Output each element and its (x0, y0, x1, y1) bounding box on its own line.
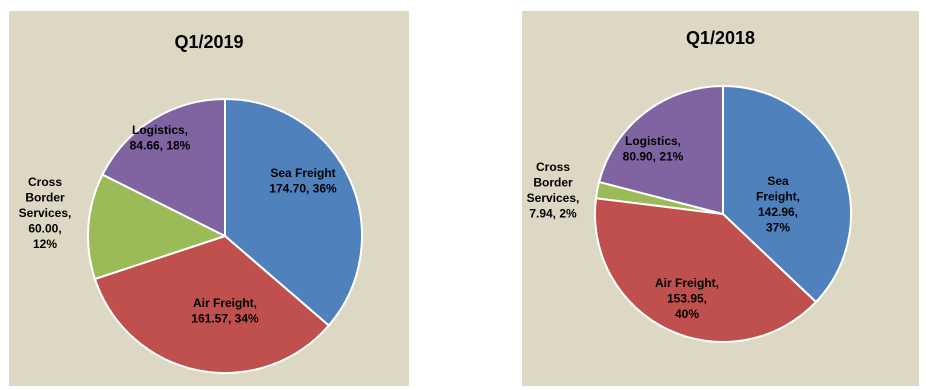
data-label-sea-freight: Sea Freight, 142.96, 37% (756, 174, 800, 235)
chart-panel-q1-2018: Q1/2018 Sea Freight, 142.96, 37% Air Freight… (522, 11, 919, 386)
pie-slice-sea-freight (722, 84, 852, 304)
chart-panel-q1-2019: Q1/2019 Sea Freight 174.70, 36% Air Freigh… (9, 11, 409, 386)
pie-chart-q1-2018: Sea Freight, 142.96, 37% Air Freight, 153.95,… (527, 84, 852, 343)
data-label-air-freight: Air Freight, 153.95, 40% (655, 276, 719, 321)
pie-slice-air-freight (594, 197, 818, 343)
pie-chart-q1-2019: Sea Freight 174.70, 36% Air Freight, 161.57… (19, 97, 363, 374)
pie-slice-logistics (597, 84, 724, 216)
pie-slice-sea-freight (224, 97, 363, 327)
data-label-sea-freight: Sea Freight 174.70, 36% (269, 166, 337, 196)
data-label-logistics: Logistics, 80.90, 21% (623, 134, 684, 164)
data-label-cross-border-services: Cross Border Services, 60.00, 12% (19, 175, 72, 251)
pie-slice-cross-border-services (87, 173, 228, 281)
chart-title: Q1/2018 (685, 28, 756, 48)
pie-slice-air-freight (93, 234, 331, 374)
chart-title: Q1/2019 (174, 32, 244, 52)
data-label-logistics: Logistics, 84.66, 18% (130, 123, 191, 153)
data-label-air-freight: Air Freight, 161.57, 34% (191, 296, 259, 326)
data-label-cross-border-services: Cross Border Services, 7.94, 2% (527, 160, 580, 221)
pie-slice-logistics (101, 97, 226, 238)
